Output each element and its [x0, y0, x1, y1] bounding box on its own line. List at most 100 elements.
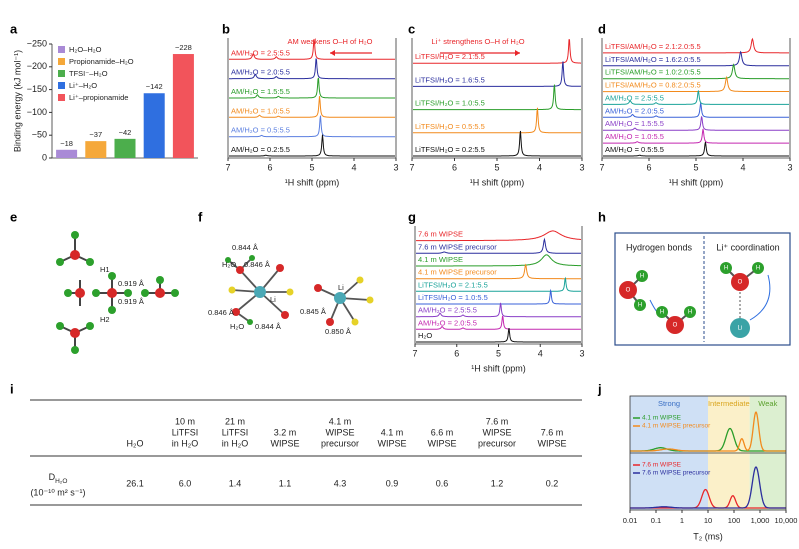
bond-length: 0.844 Å: [232, 243, 258, 252]
series-label: 4.1 m WIPSE precursor: [418, 268, 497, 277]
series-label: 7.6 m WIPSE: [418, 230, 463, 239]
atom-label: Li: [738, 326, 743, 332]
panel-h-box: [614, 232, 791, 346]
cell: 0.9: [386, 478, 399, 488]
series-label: LiTFSI/H₂O = 2.1:5.5: [418, 280, 488, 289]
column-header: LiTFSI: [172, 427, 199, 437]
atom-label: H: [724, 266, 728, 272]
series-label: AM/H₂O = 2.0:5.5: [418, 318, 477, 327]
spectrum: [416, 254, 581, 267]
atom-label: Li: [338, 283, 344, 292]
x-tick-label: 6: [267, 162, 272, 172]
distribution: [630, 488, 786, 509]
column-header: in H₂O: [172, 438, 199, 448]
molecule-label: H₂O: [230, 322, 244, 331]
distribution: [630, 411, 786, 452]
bond-length: 0.919 Å: [118, 297, 144, 306]
series-label: LiTFSI/H₂O = 0.2:5.5: [415, 145, 485, 154]
spectrum: [416, 230, 581, 242]
series-label: 7.6 m WIPSE precursor: [418, 242, 497, 251]
x-tick-label: 3: [579, 162, 584, 172]
series-label: LiTFSI/AM/H₂O = 0.8:2.0:5.5: [605, 81, 701, 90]
series-label: AM/H₂O = 2.5:5.5: [605, 93, 664, 102]
bond-length: 0.846 Å: [208, 308, 234, 317]
cell: 1.1: [279, 478, 292, 488]
cell: 1.2: [491, 478, 504, 488]
series-label: AM/H₂O = 2.0:5.5: [231, 68, 290, 77]
x-tick-label: 10,000: [775, 516, 798, 525]
atom-label: H: [640, 274, 644, 280]
spectrum: [229, 77, 395, 99]
spectrum: [603, 63, 789, 80]
column-header: WIPSE: [377, 438, 406, 448]
x-tick-label: 10: [704, 516, 712, 525]
legend-swatch: [58, 46, 65, 53]
spectrum: [603, 90, 789, 105]
spectrum: [416, 237, 581, 254]
x-tick-label: 3: [787, 162, 792, 172]
row-symbol: DH₂O: [49, 472, 68, 484]
value-label: −142: [146, 82, 163, 91]
spectrum: [229, 115, 395, 138]
cell: 1.4: [229, 478, 242, 488]
spectrum: [603, 116, 789, 131]
spectrum: [416, 328, 581, 343]
legend-label: 4.1 m WIPSE: [642, 415, 682, 422]
bond-length: 0.850 Å: [325, 327, 351, 336]
y-tick-label: −100: [27, 107, 47, 117]
column-header: precursor: [321, 438, 359, 448]
legend-label: Li⁺–H₂O: [69, 81, 97, 90]
x-tick-label: 4: [351, 162, 356, 172]
atom-label: H: [688, 310, 692, 316]
x-axis-label: T₂ (ms): [693, 531, 722, 541]
series-label: LiTFSI/H₂O = 2.1:5.5: [415, 52, 485, 61]
atom-label: O: [673, 323, 678, 329]
legend-label: 7.6 m WIPSE precursor: [642, 470, 711, 477]
series-label: AM/H₂O = 1.5:5.5: [231, 87, 290, 96]
x-tick-label: 7: [412, 348, 417, 358]
column-header: WIPSE: [270, 438, 299, 448]
bond-length: 0.919 Å: [118, 279, 144, 288]
y-tick-label: −250: [27, 38, 47, 48]
series-label: AM/H₂O = 1.0:5.5: [605, 132, 664, 141]
symbol: D: [49, 472, 56, 482]
spectrum: [416, 276, 581, 292]
bond-length: 0.846 Å: [244, 260, 270, 269]
series-label: AM/H₂O = 2.5:5.5: [231, 48, 290, 57]
y-axis-label: Binding energy (kJ mol⁻¹): [12, 50, 22, 152]
series-label: AM/H₂O = 1.0:5.5: [231, 106, 290, 115]
column-header: 4.1 m: [329, 416, 352, 426]
legend-label: Li⁺–propionamide: [69, 93, 128, 102]
y-tick-label: −150: [27, 84, 47, 94]
x-tick-label: 1: [680, 516, 684, 525]
spectrum: [603, 128, 789, 144]
x-tick-label: 1,000: [751, 516, 770, 525]
legend-label: Propionamide–H₂O: [69, 57, 134, 66]
x-tick-label: 6: [646, 162, 651, 172]
spectrum: [416, 315, 581, 330]
bond-length: 0.845 Å: [300, 307, 326, 316]
value-label: −42: [119, 128, 132, 137]
x-tick-label: 5: [496, 348, 501, 358]
molecule-label: H₂O: [222, 260, 236, 269]
value-label: −37: [89, 130, 102, 139]
x-tick-label: 0.1: [651, 516, 661, 525]
series-label: AM/H₂O = 2.0:5.5: [605, 106, 664, 115]
column-header: WIPSE: [427, 438, 456, 448]
bond-length: 0.844 Å: [255, 322, 281, 331]
spectrum: [603, 50, 789, 67]
series-label: H₂O: [418, 331, 432, 340]
series-label: LiTFSI/H₂O = 0.5:5.5: [415, 122, 485, 131]
row-unit: (10⁻¹⁰ m² s⁻¹): [30, 487, 85, 497]
distribution: [630, 466, 786, 509]
x-tick-label: 7: [599, 162, 604, 172]
spectrum: [413, 61, 581, 87]
y-tick-label: 0: [42, 152, 47, 162]
x-tick-label: 6: [452, 162, 457, 172]
column-header: 21 m: [225, 416, 245, 426]
panel-letter: f: [198, 209, 203, 224]
x-tick-label: 7: [225, 162, 230, 172]
column-header: H₂O: [127, 438, 144, 448]
x-tick-label: 3: [393, 162, 398, 172]
